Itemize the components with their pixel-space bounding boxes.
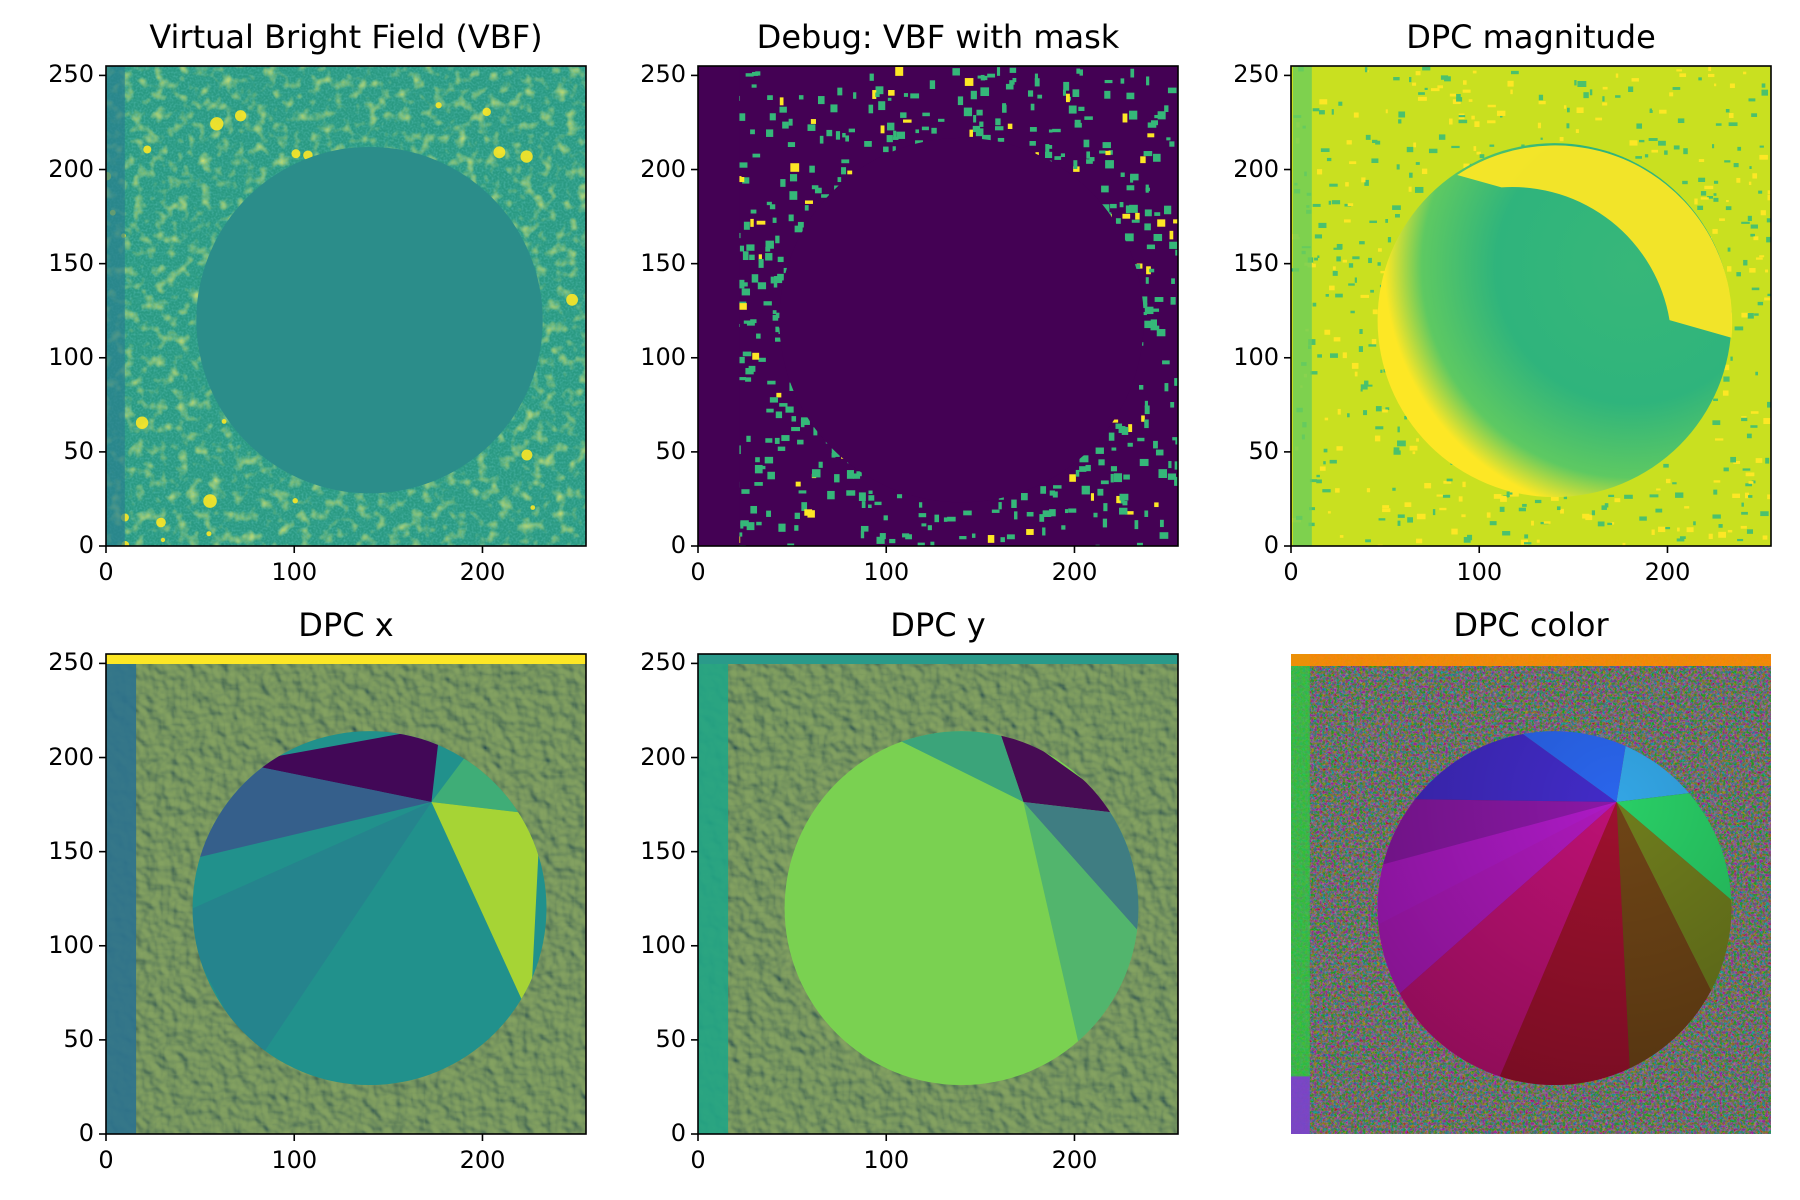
x-tick-label: 0	[690, 558, 706, 586]
x-tick-label: 0	[1283, 558, 1299, 586]
axes-frame	[697, 65, 1179, 547]
y-tick-label: 200	[48, 742, 94, 771]
subplot-title: DPC magnitude	[1406, 18, 1656, 56]
heatmap-image	[106, 66, 586, 546]
x-tick-label: 200	[459, 558, 506, 586]
heatmap-image	[1291, 654, 1771, 1134]
x-tick-label: 100	[863, 558, 910, 586]
subplot-dpcx	[99, 653, 587, 1141]
heatmap-image	[698, 66, 1178, 546]
subplot-title: Virtual Bright Field (VBF)	[149, 18, 543, 56]
x-tick-label: 0	[98, 1146, 114, 1174]
axes-frame	[105, 653, 587, 1135]
y-tick-label: 100	[640, 930, 686, 959]
subplot-title: DPC y	[890, 606, 986, 644]
y-tick-label: 50	[655, 1024, 686, 1053]
disk	[779, 137, 1144, 503]
heatmap-image	[1291, 66, 1771, 546]
y-tick-label: 250	[640, 648, 686, 677]
x-tick-label: 200	[459, 1146, 506, 1174]
x-tick-label: 100	[863, 1146, 910, 1174]
x-tick-label: 100	[271, 558, 318, 586]
subplot-title: DPC color	[1453, 606, 1609, 644]
y-tick-label: 150	[640, 836, 686, 865]
y-tick-label: 250	[48, 60, 94, 89]
y-tick-label: 0	[78, 1119, 94, 1147]
y-tick-label: 200	[640, 742, 686, 771]
y-tick-label: 0	[670, 1119, 686, 1147]
heatmap-image	[106, 654, 586, 1134]
y-tick-label: 150	[48, 836, 94, 865]
x-tick-label: 100	[1456, 558, 1503, 586]
y-tick-label: 50	[63, 436, 94, 465]
x-tick-label: 200	[1644, 558, 1691, 586]
y-tick-label: 150	[48, 248, 94, 277]
y-tick-label: 100	[640, 342, 686, 371]
subplot-color	[1291, 654, 1771, 1134]
x-tick-label: 0	[690, 1146, 706, 1174]
y-tick-label: 250	[640, 60, 686, 89]
y-tick-label: 150	[640, 248, 686, 277]
y-tick-label: 50	[63, 1024, 94, 1053]
y-tick-label: 0	[78, 531, 94, 559]
x-tick-label: 0	[98, 558, 114, 586]
y-tick-label: 50	[1248, 436, 1279, 465]
subplot-magnitude	[1284, 65, 1772, 553]
subplot-title: Debug: VBF with mask	[756, 18, 1120, 56]
axes-frame	[105, 65, 587, 547]
subplot-dpcy	[691, 653, 1179, 1141]
axes-frame	[697, 653, 1179, 1135]
y-tick-label: 50	[655, 436, 686, 465]
y-tick-label: 200	[1233, 154, 1279, 183]
y-tick-label: 100	[1233, 342, 1279, 371]
x-tick-label: 200	[1051, 1146, 1098, 1174]
y-tick-label: 0	[1263, 531, 1279, 559]
disk	[196, 146, 543, 494]
y-tick-label: 250	[1233, 60, 1279, 89]
subplot-vbf	[99, 65, 587, 553]
y-tick-label: 0	[670, 531, 686, 559]
axes-frame	[1290, 65, 1772, 547]
y-tick-label: 200	[640, 154, 686, 183]
y-tick-label: 200	[48, 154, 94, 183]
y-tick-label: 250	[48, 648, 94, 677]
x-tick-label: 100	[271, 1146, 318, 1174]
heatmap-image	[698, 654, 1178, 1134]
y-tick-label: 100	[48, 930, 94, 959]
y-tick-label: 150	[1233, 248, 1279, 277]
subplot-mask	[691, 65, 1179, 553]
x-tick-label: 200	[1051, 558, 1098, 586]
y-tick-label: 100	[48, 342, 94, 371]
subplot-title: DPC x	[298, 606, 394, 644]
